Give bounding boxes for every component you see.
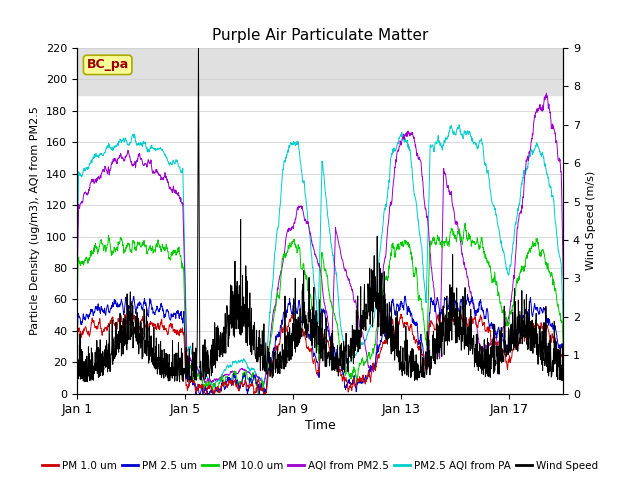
X-axis label: Time: Time	[305, 419, 335, 432]
Legend: PM 1.0 um, PM 2.5 um, PM 10.0 um, AQI from PM2.5, PM2.5 AQI from PA, Wind Speed: PM 1.0 um, PM 2.5 um, PM 10.0 um, AQI fr…	[38, 456, 602, 475]
Title: Purple Air Particulate Matter: Purple Air Particulate Matter	[212, 28, 428, 43]
Y-axis label: Particle Density (ug/m3), AQI from PM2.5: Particle Density (ug/m3), AQI from PM2.5	[30, 107, 40, 335]
Y-axis label: Wind Speed (m/s): Wind Speed (m/s)	[586, 171, 596, 270]
Bar	[77, 48, 563, 95]
Text: BC_pa: BC_pa	[86, 59, 129, 72]
